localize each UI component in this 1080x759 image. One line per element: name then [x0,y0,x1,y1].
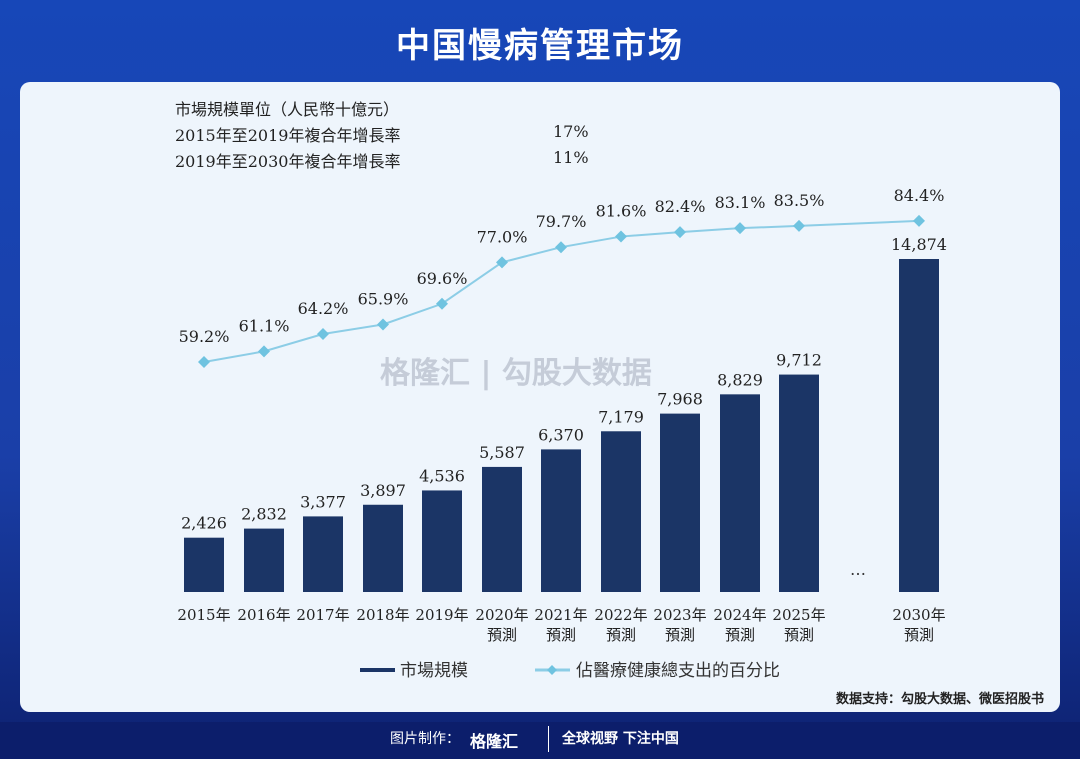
made-by-label: 图片制作： [390,731,460,747]
x-tick-label: 2018年 [356,606,409,624]
x-tick-label: 2015年 [177,606,230,624]
line-point [615,230,627,243]
line-series [203,219,920,363]
chart-panel [20,82,1060,712]
line-value-label: 61.1% [239,316,290,335]
page-title: 中国慢病管理市场 [396,26,684,66]
source-note: 数据支持：勾股大数据、微医招股书 [835,692,1044,707]
x-tick-label: 預測 [725,626,755,644]
line-value-label: 82.4% [655,197,706,216]
bar-value-label: 14,874 [891,235,947,254]
line-value-label: 65.9% [358,289,409,308]
footer: 图片制作： 格隆汇 全球视野 下注中国 [0,722,1080,759]
bar-value-label: 6,370 [538,425,584,444]
line-point [377,318,389,331]
x-tick-label: 預測 [904,626,934,644]
bar [541,449,581,592]
bar-value-label: 7,968 [657,390,703,409]
cagr-label: 2015年至2019年複合年增長率 [175,126,401,145]
x-tick-label: 2030年 [892,606,945,624]
x-tick-label: 2017年 [296,606,349,624]
x-tick-label: 2023年 [653,606,706,624]
x-tick-label: 2016年 [237,606,290,624]
x-tick-label: 2021年 [534,606,587,624]
legend-bar-label: 市場規模 [400,661,468,681]
bar [899,259,939,592]
x-tick-label: 預測 [546,626,576,644]
gap-marker: … [850,560,866,579]
bar [303,516,343,592]
bar [422,490,462,592]
bar-value-label: 2,426 [181,514,227,533]
x-tick-label: 2025年 [772,606,825,624]
bar-value-label: 3,377 [300,492,346,511]
line-value-label: 77.0% [477,227,528,246]
legend-line-label: 佔醫療健康總支出的百分比 [576,661,780,681]
line-point [258,345,270,358]
line-value-label: 64.2% [298,299,349,318]
bar [482,466,522,592]
line-point [674,226,686,239]
bar-value-label: 9,712 [776,351,822,370]
divider [548,726,549,752]
watermark: 格隆汇 | 勾股大数据 [380,356,652,391]
line-point [436,297,448,310]
line-value-label: 84.4% [894,186,945,205]
line-point [913,214,925,227]
bar [184,537,224,592]
bar-value-label: 8,829 [717,370,763,389]
cagr-value: 11% [553,148,589,167]
bar-value-label: 3,897 [360,481,406,500]
bar [660,413,700,592]
x-tick-label: 2019年 [415,606,468,624]
cagr-label: 2019年至2030年複合年增長率 [175,152,401,171]
line-value-label: 59.2% [179,327,230,346]
bar [363,504,403,592]
x-tick-label: 預測 [784,626,814,644]
line-point [555,241,567,254]
x-tick-label: 2020年 [475,606,528,624]
cagr-row-1: 2015年至2019年複合年增長率 17% [175,122,589,146]
bar-value-label: 7,179 [598,407,644,426]
unit-label: 市場規模單位（人民幣十億元） [175,100,400,119]
bar [720,394,760,592]
line-point [496,256,508,269]
brand-logo: 格隆汇 [470,732,519,751]
line-point [793,219,805,232]
line-value-label: 83.1% [715,193,766,212]
line-point [198,356,210,368]
line-point [317,328,329,340]
bar [779,374,819,592]
x-tick-label: 預測 [606,626,636,644]
x-tick-label: 預測 [487,626,517,644]
line-point [734,222,746,235]
line-value-label: 83.5% [774,191,825,210]
bar [244,528,284,592]
line-value-label: 79.7% [536,212,587,231]
slogan: 全球视野 下注中国 [562,731,679,747]
bar-value-label: 4,536 [419,466,465,485]
cagr-row-2: 2019年至2030年複合年增長率 11% [175,148,589,172]
line-value-label: 81.6% [596,202,647,221]
line-value-label: 69.6% [417,269,468,288]
bar-value-label: 5,587 [479,443,525,462]
bar-value-label: 2,832 [241,505,287,524]
bar [601,431,641,592]
cagr-value: 17% [553,122,589,141]
x-tick-label: 2022年 [594,606,647,624]
x-tick-label: 預測 [665,626,695,644]
legend-line-marker [547,665,557,675]
x-tick-label: 2024年 [713,606,766,624]
